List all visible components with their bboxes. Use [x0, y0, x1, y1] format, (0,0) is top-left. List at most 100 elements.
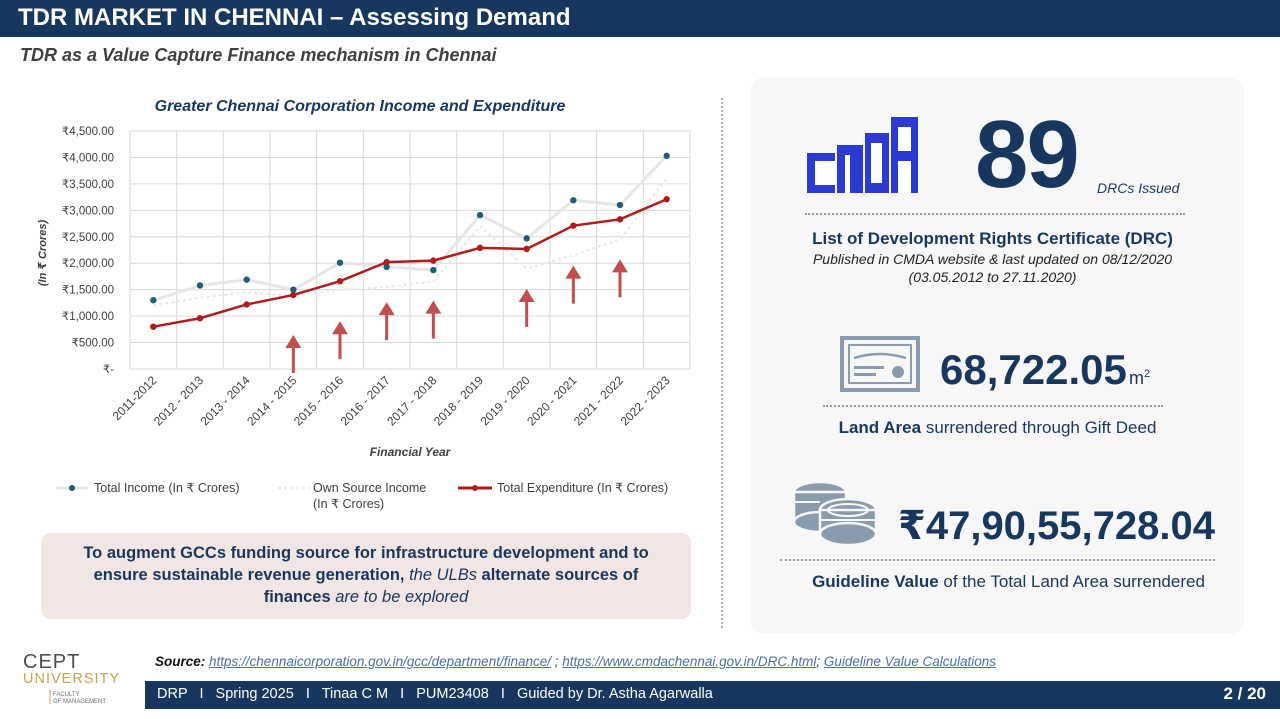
cept-logo-line2: UNIVERSITY	[23, 671, 120, 687]
data-point	[523, 235, 530, 242]
data-point	[430, 257, 437, 264]
y-tick-label: ₹4,500.00	[62, 126, 114, 138]
series-total-expenditure	[150, 196, 670, 330]
x-tick-label: 2022 - 2023	[618, 373, 673, 428]
cept-logo-line4: OF MANAGEMENT	[53, 699, 106, 705]
y-tick-label: ₹500.00	[72, 338, 115, 350]
y-tick-label: ₹4,000.00	[62, 152, 114, 164]
guideline-value-caption: Guideline Value of the Total Land Area s…	[751, 572, 1266, 592]
data-point	[336, 259, 344, 266]
data-point	[663, 152, 670, 160]
drc-date-range: (03.05.2012 to 27.11.2020)	[908, 269, 1077, 285]
source-link-gcc-finance[interactable]: https://chennaicorporation.gov.in/gcc/de…	[209, 654, 551, 669]
data-point	[383, 258, 390, 266]
trend-arrow	[518, 288, 535, 327]
data-point	[430, 266, 437, 274]
y-tick-label: ₹-	[103, 364, 114, 376]
drc-title: List of Development Rights Certificate (…	[812, 229, 1173, 248]
trend-arrow	[378, 302, 395, 341]
data-point	[196, 315, 204, 322]
land-area-unit: m2	[1129, 368, 1150, 389]
callout-part3: alternate sources of finances	[263, 566, 639, 606]
dotted-separator-1	[805, 213, 1185, 215]
series-line	[153, 177, 668, 307]
section-divider	[721, 98, 723, 628]
drc-count: 89	[975, 101, 1080, 208]
data-point	[243, 301, 250, 308]
callout-box: To augment GCCs funding source for infra…	[41, 533, 691, 619]
title-bar: TDR MARKET IN CHENNAI – Assessing Demand	[0, 0, 1280, 37]
trend-arrow	[612, 259, 628, 298]
trend-arrow	[285, 334, 302, 373]
chart-series	[150, 152, 670, 330]
income-expenditure-chart: Greater Chennai Corporation Income and E…	[20, 88, 710, 518]
y-axis-label: (In ₹ Crores)	[37, 219, 49, 286]
coins-icon	[792, 480, 878, 546]
data-point	[663, 196, 670, 203]
series-line	[153, 198, 668, 328]
callout-part4: are to be explored	[335, 588, 469, 606]
slide-title: TDR MARKET IN CHENNAI – Assessing Demand	[18, 4, 571, 31]
y-tick-label: ₹3,500.00	[62, 179, 114, 191]
data-point	[290, 286, 297, 293]
trend-arrow	[332, 321, 348, 360]
cmda-logo-text: CMDA	[862, 187, 865, 190]
source-line: Source: https://chennaicorporation.gov.i…	[155, 654, 996, 669]
series-total-income	[150, 152, 670, 304]
trend-arrow	[425, 300, 442, 339]
dotted-separator-2	[823, 405, 1163, 407]
footer-bar: DRP I Spring 2025 I Tinaa C M I PUM23408…	[145, 681, 1280, 709]
series-line	[152, 154, 668, 302]
source-link-cmda-drc[interactable]: https://www.cmdachennai.gov.in/DRC.html	[562, 654, 817, 669]
certificate-icon	[840, 336, 920, 392]
land-area-value: 68,722.05	[940, 346, 1127, 393]
source-separator-1: ;	[551, 654, 563, 669]
land-area-caption-rest: surrendered through Gift Deed	[921, 418, 1157, 437]
source-label: Source:	[155, 654, 206, 669]
legend-own-source-line1: Own Source Income	[313, 481, 426, 495]
page-number: 2 / 20	[1223, 684, 1266, 703]
dotted-separator-3	[780, 559, 1215, 561]
legend-marker-total-expenditure	[472, 485, 478, 491]
data-point	[336, 278, 344, 285]
data-point	[150, 297, 157, 304]
y-tick-label: ₹1,000.00	[62, 311, 114, 323]
x-tick-label: 2011-2012	[110, 373, 160, 423]
y-tick-label: ₹1,500.00	[62, 285, 114, 297]
source-link-guideline-value[interactable]: Guideline Value Calculations	[823, 654, 996, 669]
cept-logo-line3: FACULTY	[53, 692, 80, 698]
drc-published-note: Published in CMDA website & last updated…	[812, 251, 1173, 267]
data-point	[243, 276, 250, 283]
y-tick-labels: ₹- ₹500.00 ₹1,000.00 ₹1,500.00 ₹2,000.00 ₹2,5…	[62, 126, 114, 376]
data-point	[383, 263, 390, 271]
cept-university-logo: CEPT UNIVERSITY FACULTY OF MANAGEMENT	[23, 651, 120, 705]
land-area-caption-bold: Land Area	[838, 418, 922, 437]
data-point	[570, 222, 577, 229]
land-area-caption: Land Area surrendered through Gift Deed	[751, 418, 1244, 438]
legend-total-income: Total Income (In ₹ Crores)	[94, 481, 240, 495]
legend-own-source-line2: (In ₹ Crores)	[313, 497, 384, 511]
cmda-logo: CMDA	[807, 117, 918, 193]
series-own-source-income	[153, 177, 668, 307]
x-axis-label: Financial Year	[370, 445, 452, 459]
source-separator-2: ;	[816, 654, 824, 669]
land-area-unit-exponent: 2	[1144, 368, 1151, 380]
guideline-value-caption-rest: of the Total Land Area surrendered	[938, 572, 1205, 591]
guideline-value-caption-bold: Guideline Value	[812, 572, 939, 591]
land-area-unit-base: m	[1129, 368, 1144, 388]
y-tick-label: ₹3,000.00	[62, 205, 114, 217]
y-tick-label: ₹2,000.00	[62, 258, 114, 270]
chart-legend: Total Income (In ₹ Crores) Own Source In…	[56, 481, 668, 511]
data-point	[196, 282, 204, 289]
guideline-value: ₹47,90,55,728.04	[898, 504, 1215, 548]
data-point	[523, 245, 530, 253]
callout-part2: the ULBs	[409, 566, 482, 584]
legend-marker-total-income	[69, 485, 75, 491]
drc-label: DRCs Issued	[1097, 180, 1180, 196]
data-point	[150, 323, 157, 330]
data-point	[570, 197, 577, 204]
cept-logo-line1: CEPT	[23, 651, 80, 673]
data-point	[476, 244, 484, 252]
legend-total-expenditure: Total Expenditure (In ₹ Crores)	[497, 481, 668, 495]
trend-arrow	[565, 265, 582, 304]
